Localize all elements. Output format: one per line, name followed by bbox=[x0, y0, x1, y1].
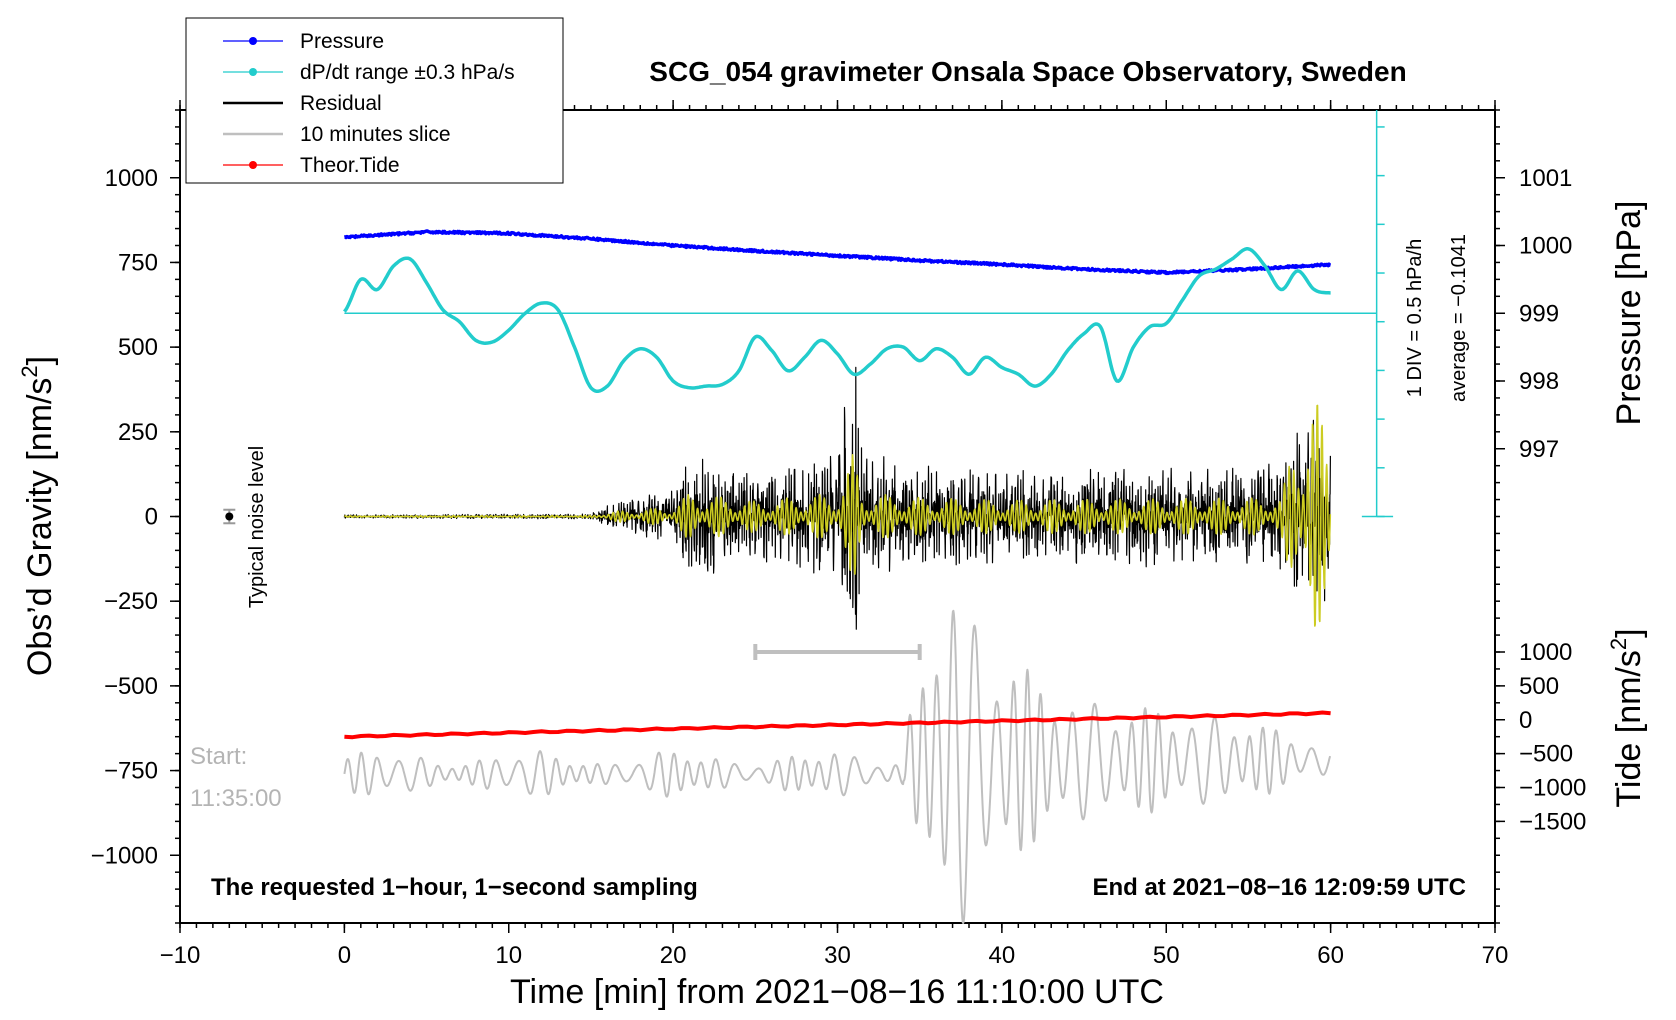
start-time: 11:35:00 bbox=[190, 785, 282, 812]
legend-label: dP/dt range ±0.3 hPa/s bbox=[300, 61, 515, 84]
tide-tick-label: 500 bbox=[1519, 673, 1559, 700]
y-tick-label: 500 bbox=[118, 334, 158, 361]
y-axis-title-tide-exp: 2 bbox=[1606, 638, 1631, 650]
x-axis-title: Time [min] from 2021−08−16 11:10:00 UTC bbox=[510, 973, 1164, 1011]
legend-dot bbox=[249, 161, 257, 169]
sampling-note: The requested 1−hour, 1−second sampling bbox=[211, 874, 698, 901]
y-axis-title-pressure: Pressure [hPa] bbox=[1610, 201, 1648, 426]
y-axis-title-left-close: ] bbox=[21, 356, 59, 365]
pressure-tick-label: 998 bbox=[1519, 368, 1559, 395]
end-time-note: End at 2021−08−16 12:09:59 UTC bbox=[1092, 874, 1466, 901]
theor-tide-series bbox=[344, 710, 1331, 740]
x-tick-label: 50 bbox=[1153, 942, 1180, 969]
x-tick-label: 60 bbox=[1317, 942, 1344, 969]
y-axis-title-tide: Tide [nm/s2] bbox=[1606, 628, 1648, 807]
y-tick-label: −1000 bbox=[91, 842, 158, 869]
legend-label: Residual bbox=[300, 92, 382, 115]
dpdt-series bbox=[343, 247, 1332, 394]
x-tick-label: 20 bbox=[660, 942, 687, 969]
x-tick-label: −10 bbox=[160, 942, 201, 969]
data-layer bbox=[223, 110, 1394, 924]
tide-tick-label: −1000 bbox=[1519, 775, 1586, 802]
y-tick-label: 0 bbox=[145, 504, 158, 531]
legend: Pressure dP/dt range ±0.3 hPa/s Residual 10… bbox=[185, 17, 564, 184]
y-tick-label: 250 bbox=[118, 419, 158, 446]
legend-label: Pressure bbox=[300, 30, 384, 53]
tide-tick-label: 0 bbox=[1519, 707, 1532, 734]
y-tick-label: −750 bbox=[104, 758, 158, 785]
x-tick-label: 10 bbox=[495, 942, 522, 969]
y-tick-label: 1000 bbox=[105, 165, 158, 192]
pressure-tick-label: 1001 bbox=[1519, 165, 1572, 192]
pressure-tick-label: 1000 bbox=[1519, 233, 1572, 260]
y-axis-title-left-base: Obs’d Gravity [nm/s bbox=[21, 378, 59, 677]
pressure-series bbox=[343, 229, 1332, 276]
legend-label: 10 minutes slice bbox=[300, 123, 451, 146]
axes-layer: −10 0 10 20 30 40 50 60 70 1000 750 500 250 0 −250 −500… bbox=[91, 100, 1586, 969]
pressure-tick-label: 999 bbox=[1519, 300, 1559, 327]
legend-dot bbox=[249, 68, 257, 76]
dpdt-average-label: average = −0.1041 bbox=[1448, 234, 1470, 402]
x-tick-label: 0 bbox=[338, 942, 351, 969]
residual-series bbox=[343, 366, 1332, 630]
y-tick-label: −250 bbox=[104, 588, 158, 615]
y-tick-label: −500 bbox=[104, 673, 158, 700]
residual-filtered-series bbox=[343, 404, 1332, 627]
tide-tick-label: 1000 bbox=[1519, 639, 1572, 666]
y-tick-label: 750 bbox=[118, 249, 158, 276]
pressure-tick-label: 997 bbox=[1519, 436, 1559, 463]
noise-marker-dot bbox=[225, 512, 234, 521]
x-tick-label: 70 bbox=[1482, 942, 1509, 969]
tide-tick-label: −1500 bbox=[1519, 808, 1586, 835]
tide-tick-label: −500 bbox=[1519, 741, 1573, 768]
dpdt-div-label: 1 DIV = 0.5 hPa/h bbox=[1404, 239, 1426, 397]
x-tick-label: 40 bbox=[989, 942, 1016, 969]
x-tick-label: 30 bbox=[824, 942, 851, 969]
start-label: Start: bbox=[190, 743, 247, 770]
legend-label: Theor.Tide bbox=[300, 154, 400, 177]
y-axis-title-left: Obs’d Gravity [nm/s2] bbox=[17, 356, 59, 676]
noise-level-label: Typical noise level bbox=[246, 446, 268, 608]
legend-box bbox=[185, 17, 564, 184]
y-axis-title-tide-close: ] bbox=[1610, 628, 1648, 637]
ten-minute-slice-series bbox=[343, 609, 1332, 924]
y-axis-title-left-exp: 2 bbox=[17, 365, 42, 377]
legend-items: Pressure dP/dt range ±0.3 hPa/s Residual 10… bbox=[223, 30, 515, 177]
chart-title: SCG_054 gravimeter Onsala Space Observat… bbox=[649, 56, 1406, 87]
y-axis-title-tide-base: Tide [nm/s bbox=[1610, 650, 1648, 807]
legend-dot bbox=[249, 37, 257, 45]
